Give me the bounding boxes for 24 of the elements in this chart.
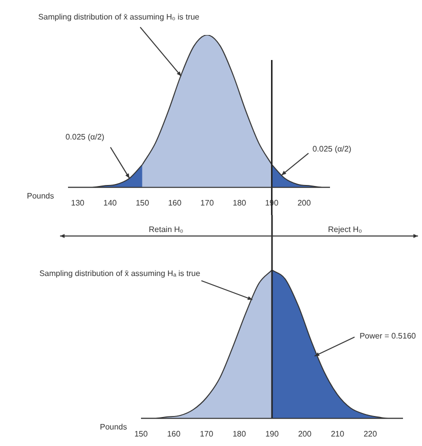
x-axis-title: Pounds — [26, 192, 54, 201]
x-tick-label: 180 — [232, 429, 246, 438]
annotation: 0.025 (α/2) — [65, 132, 105, 142]
x-tick-label: 130 — [71, 198, 85, 208]
x-tick-label: 200 — [298, 429, 312, 438]
annotation: 0.025 (α/2) — [312, 144, 352, 154]
x-tick-label: 180 — [232, 198, 247, 208]
annotation: Power = 0.5160 — [360, 331, 416, 340]
x-tick-label: 150 — [136, 198, 150, 208]
x-tick-label: 170 — [200, 429, 214, 438]
x-tick-label: 200 — [297, 198, 312, 208]
annotation: Sampling distribution of x̄ assuming Hₐ is true — [39, 268, 201, 278]
x-tick-label: 170 — [200, 198, 214, 208]
x-tick-label: 160 — [167, 429, 181, 438]
x-tick-label: 210 — [330, 429, 345, 438]
x-tick-label: 140 — [103, 198, 118, 208]
x-tick-label: 190 — [265, 429, 280, 438]
text: Retain H₀ — [148, 225, 184, 234]
annotation: Sampling distribution of x̄ assuming H₀ is true — [38, 12, 200, 22]
x-axis-title: Pounds — [100, 422, 127, 432]
text: Reject H₀ — [328, 225, 362, 234]
x-tick-label: 220 — [364, 429, 378, 438]
x-tick-label: 150 — [134, 429, 148, 438]
x-tick-label: 160 — [168, 198, 182, 208]
